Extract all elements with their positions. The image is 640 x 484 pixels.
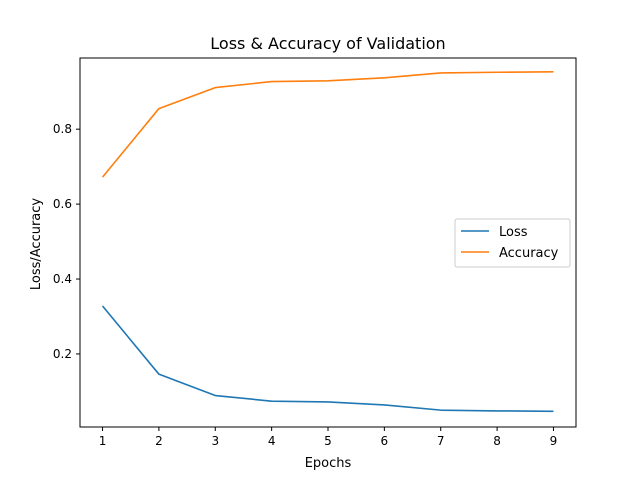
legend: Loss Accuracy <box>454 218 571 268</box>
x-tick-label: 7 <box>437 434 445 448</box>
series-line-accuracy <box>101 71 554 178</box>
x-tick-label: 1 <box>99 434 107 448</box>
y-tick-label: 0.6 <box>53 197 72 211</box>
legend-label-accuracy: Accuracy <box>499 246 559 261</box>
x-tick-label: 3 <box>211 434 219 448</box>
plot-area: 1 2 3 4 5 6 7 8 9 0.2 0.4 0.6 0.8 <box>53 57 577 448</box>
y-tick-label: 0.4 <box>53 272 72 286</box>
x-tick-label: 6 <box>381 434 389 448</box>
legend-label-loss: Loss <box>499 225 528 240</box>
x-tick-label: 8 <box>493 434 501 448</box>
y-axis-label: Loss/Accuracy <box>29 198 44 291</box>
y-tick-label: 0.8 <box>53 122 72 136</box>
x-tick-label: 5 <box>324 434 332 448</box>
chart-title: Loss & Accuracy of Validation <box>210 34 445 53</box>
x-tick-label: 2 <box>155 434 163 448</box>
y-tick-label: 0.2 <box>53 347 72 361</box>
x-tick-label: 9 <box>550 434 558 448</box>
x-axis-label: Epochs <box>305 456 352 471</box>
series-line-loss <box>101 305 554 413</box>
x-tick-label: 4 <box>268 434 276 448</box>
